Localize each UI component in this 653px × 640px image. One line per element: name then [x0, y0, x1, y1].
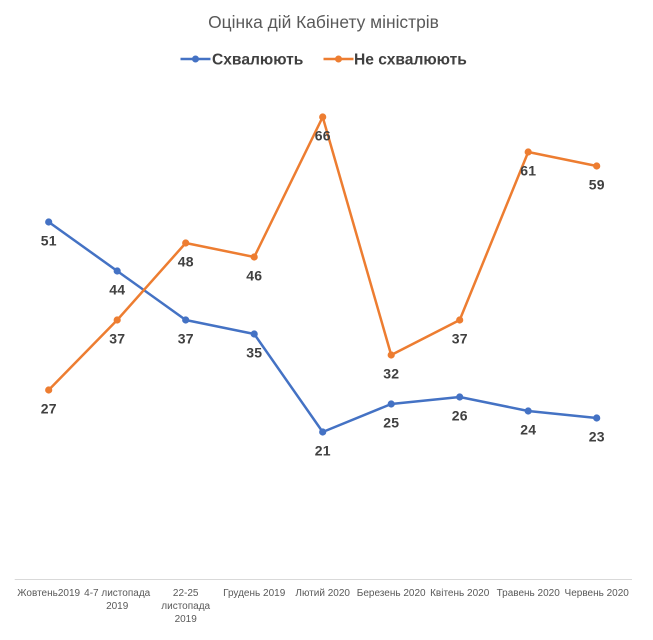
svg-text:66: 66: [315, 128, 331, 144]
svg-text:Лютий 2020: Лютий 2020: [295, 588, 350, 599]
svg-text:32: 32: [383, 366, 399, 382]
svg-text:25: 25: [383, 415, 399, 431]
svg-text:Не схвалюють: Не схвалюють: [354, 52, 467, 69]
svg-text:61: 61: [520, 163, 536, 179]
svg-text:23: 23: [589, 429, 605, 445]
svg-text:35: 35: [246, 345, 262, 361]
svg-text:Березень 2020: Березень 2020: [357, 588, 426, 599]
svg-text:Грудень 2019: Грудень 2019: [223, 588, 286, 599]
svg-text:37: 37: [452, 331, 468, 347]
svg-text:Оцінка дій Кабінету міністрів: Оцінка дій Кабінету міністрів: [208, 12, 439, 32]
svg-text:Травень 2020: Травень 2020: [497, 588, 561, 599]
svg-text:27: 27: [41, 401, 57, 417]
svg-text:2019: 2019: [175, 614, 198, 625]
svg-text:22-25: 22-25: [173, 588, 199, 599]
svg-text:48: 48: [178, 254, 194, 270]
svg-text:26: 26: [452, 408, 468, 424]
svg-text:Жовтень2019: Жовтень2019: [17, 588, 80, 599]
svg-text:21: 21: [315, 443, 331, 459]
svg-text:листопада: листопада: [161, 601, 210, 612]
svg-text:Схвалюють: Схвалюють: [212, 52, 303, 69]
svg-text:59: 59: [589, 177, 605, 193]
svg-text:24: 24: [520, 422, 536, 438]
svg-text:37: 37: [178, 331, 194, 347]
svg-text:37: 37: [109, 331, 125, 347]
svg-text:Червень 2020: Червень 2020: [565, 588, 630, 599]
svg-text:46: 46: [246, 268, 262, 284]
svg-text:2019: 2019: [106, 601, 129, 612]
svg-text:51: 51: [41, 233, 57, 249]
svg-text:44: 44: [109, 282, 125, 298]
svg-text:4-7 листопада: 4-7 листопада: [84, 588, 150, 599]
svg-text:Квітень 2020: Квітень 2020: [430, 588, 490, 599]
